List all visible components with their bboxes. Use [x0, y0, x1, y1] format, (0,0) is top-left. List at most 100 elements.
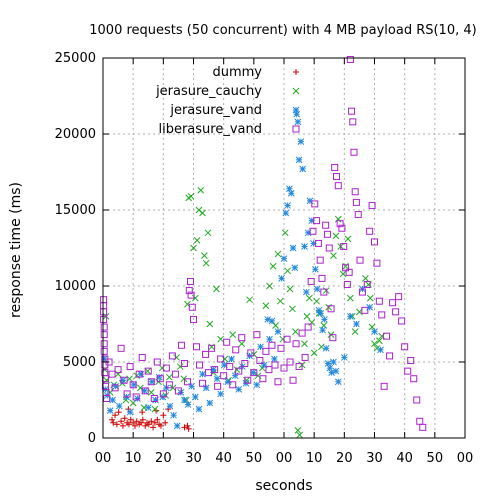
legend-marker: [292, 87, 300, 95]
data-point: [332, 173, 340, 181]
legend: dummy jerasure_cauchy jerasure_vandliberas…: [155, 65, 300, 137]
y-axis-label: response time (ms): [8, 182, 24, 318]
data-point: [138, 353, 146, 361]
data-point: [204, 229, 212, 237]
data-point: [309, 227, 317, 235]
data-point: [301, 243, 308, 250]
data-point: [280, 255, 288, 262]
data-point: [366, 294, 374, 302]
data-point: [166, 402, 174, 410]
data-point: [324, 360, 332, 367]
data-point: [100, 331, 108, 339]
data-point: [193, 237, 201, 244]
data-point: [115, 402, 123, 410]
data-point: [413, 396, 421, 404]
data-point: [338, 224, 346, 232]
data-point: [115, 409, 122, 416]
data-point: [199, 379, 207, 387]
data-point: [366, 227, 374, 235]
data-point: [331, 163, 339, 171]
y-tick-label: 25000: [55, 51, 96, 66]
data-point: [294, 427, 302, 434]
data-point: [295, 156, 303, 164]
data-point: [313, 285, 321, 293]
data-point: [165, 381, 173, 389]
series-jerasure-cauchy: [101, 186, 386, 439]
data-point: [247, 349, 255, 357]
data-point: [153, 358, 161, 366]
data-point: [162, 364, 170, 372]
y-tick-label: 5000: [63, 355, 96, 370]
data-point: [322, 344, 330, 352]
data-point: [262, 302, 270, 310]
data-point: [156, 375, 164, 383]
data-point: [100, 296, 108, 304]
data-point: [253, 331, 261, 339]
data-point: [238, 334, 246, 342]
data-point: [226, 363, 234, 371]
x-tick-label: 30: [185, 451, 202, 466]
data-point: [274, 378, 282, 386]
data-point: [398, 317, 406, 325]
data-point: [131, 422, 138, 429]
y-tick-label: 15000: [55, 203, 96, 218]
data-point: [284, 202, 291, 209]
data-point: [180, 360, 188, 368]
data-point: [120, 376, 128, 384]
data-point: [201, 252, 208, 259]
data-point: [139, 416, 146, 423]
data-point: [232, 346, 240, 354]
data-point: [148, 418, 155, 425]
data-point: [141, 387, 149, 395]
legend-marker: [292, 106, 300, 114]
x-tick-label: 10: [125, 451, 142, 466]
data-point: [277, 297, 284, 305]
data-point: [340, 242, 348, 250]
data-point: [321, 316, 328, 323]
data-point: [283, 335, 291, 343]
data-point: [206, 399, 214, 407]
data-point: [231, 372, 239, 380]
x-tick-label: 00: [457, 451, 474, 466]
data-point: [320, 288, 328, 296]
data-point: [318, 343, 325, 351]
data-point: [305, 294, 313, 302]
legend-label: dummy: [212, 65, 262, 80]
data-point: [106, 407, 114, 414]
data-point: [211, 366, 219, 374]
data-point: [187, 291, 195, 299]
data-point: [217, 355, 225, 363]
data-point: [256, 356, 264, 364]
data-point: [277, 344, 285, 352]
data-point: [330, 252, 337, 259]
x-tick-label: 00: [95, 451, 112, 466]
data-point: [371, 340, 378, 348]
data-point: [286, 358, 294, 366]
data-point: [410, 375, 418, 383]
data-point: [270, 355, 278, 363]
data-point: [419, 423, 427, 431]
data-point: [100, 323, 108, 331]
data-point: [196, 361, 204, 369]
data-point: [202, 259, 210, 267]
x-axis-label: seconds: [255, 478, 312, 494]
data-point: [176, 363, 184, 370]
data-point: [193, 343, 201, 351]
data-point: [362, 275, 369, 282]
data-point: [296, 431, 304, 439]
x-tick-label: 50: [246, 451, 263, 466]
data-point: [202, 384, 210, 392]
legend-label: jerasure_cauchy: [155, 84, 262, 99]
data-point: [259, 375, 267, 383]
data-point: [392, 308, 400, 316]
x-tick-label: 40: [396, 451, 413, 466]
data-point: [250, 369, 258, 377]
data-point: [238, 340, 246, 348]
data-point: [319, 326, 326, 334]
data-point: [126, 408, 134, 416]
data-point: [217, 335, 225, 343]
x-tick-label: 30: [366, 451, 383, 466]
data-point: [191, 294, 199, 302]
data-point: [281, 229, 289, 237]
data-point: [181, 424, 188, 431]
